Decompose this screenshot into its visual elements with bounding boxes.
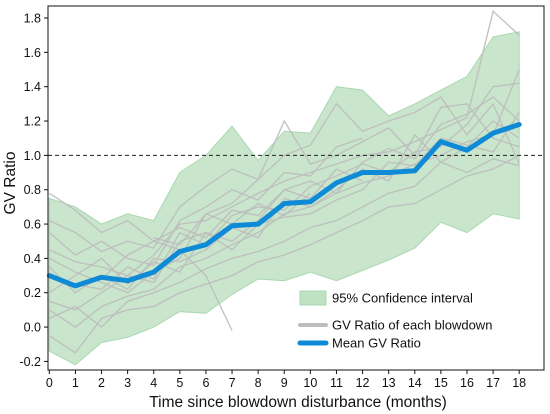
x-tick-label: 1 [72,376,79,390]
y-tick-label: 0.8 [24,183,41,197]
x-tick-label: 16 [460,376,474,390]
legend-item-3: Mean GV Ratio [297,336,421,351]
x-tick-label: 6 [202,376,209,390]
blowdown-line-14 [101,96,520,280]
y-tick-label: 0.2 [24,286,41,300]
y-tick-label: 0.6 [24,218,41,232]
legend-label: GV Ratio of each blowdown [332,318,492,333]
y-axis-title: GV Ratio [2,152,19,215]
y-tick-label: 0.4 [24,252,41,266]
y-tick-label: -0.2 [19,355,41,369]
x-tick-label: 11 [330,376,343,390]
blowdown-line-9 [48,137,363,267]
blowdown-line-12 [49,158,520,329]
y-tick-label: 1.2 [24,115,41,129]
legend-swatch-area [299,290,327,306]
y-tick-label: 1.6 [24,46,41,60]
legend-item-1: 95% Confidence interval [299,290,473,306]
x-tick-label: 14 [408,376,422,390]
plot-border [47,5,545,371]
x-tick-label: 8 [255,376,262,390]
x-tick-label: 2 [98,376,105,390]
x-axis-ticks: 0 1 2 3 4 5 6 7 8 9 10 11 12 13 14 15 16 17 18 [46,370,526,390]
blowdown-line-5 [49,82,520,291]
blowdown-line-3 [49,96,520,253]
mean-line-layer [46,122,522,289]
legend-item-2: GV Ratio of each blowdown [298,318,492,333]
x-tick-label: 7 [229,376,236,390]
x-tick-label: 15 [434,376,448,390]
legend: 95% Confidence interval GV Ratio of each … [297,290,492,351]
y-axis-ticks: -0.2 0.0 0.2 0.4 0.6 0.8 1.0 1.2 1.4 1.6 1.8 [19,12,48,369]
y-tick-label: 1.8 [24,12,41,26]
blowdown-line-4 [48,154,520,354]
x-axis-title: Time since blowdown disturbance (months) [149,394,447,411]
mean-gv-ratio-line [46,122,522,289]
legend-label: 95% Confidence interval [332,291,473,306]
plot-frame [47,5,545,371]
blowdown-line-10 [49,112,520,311]
legend-label: Mean GV Ratio [332,336,421,351]
x-tick-label: 9 [281,376,288,390]
x-tick-label: 17 [486,376,500,390]
x-tick-label: 13 [382,376,396,390]
x-tick-label: 5 [176,376,183,390]
x-tick-label: 12 [356,376,370,390]
x-tick-label: 18 [512,376,526,390]
y-tick-label: 0.0 [24,321,41,335]
x-tick-label: 3 [124,376,131,390]
x-tick-label: 0 [46,376,53,390]
x-tick-label: 4 [150,376,157,390]
y-tick-label: 1.4 [24,80,41,94]
y-tick-label: 1.0 [24,149,41,163]
x-tick-label: 10 [303,376,317,390]
